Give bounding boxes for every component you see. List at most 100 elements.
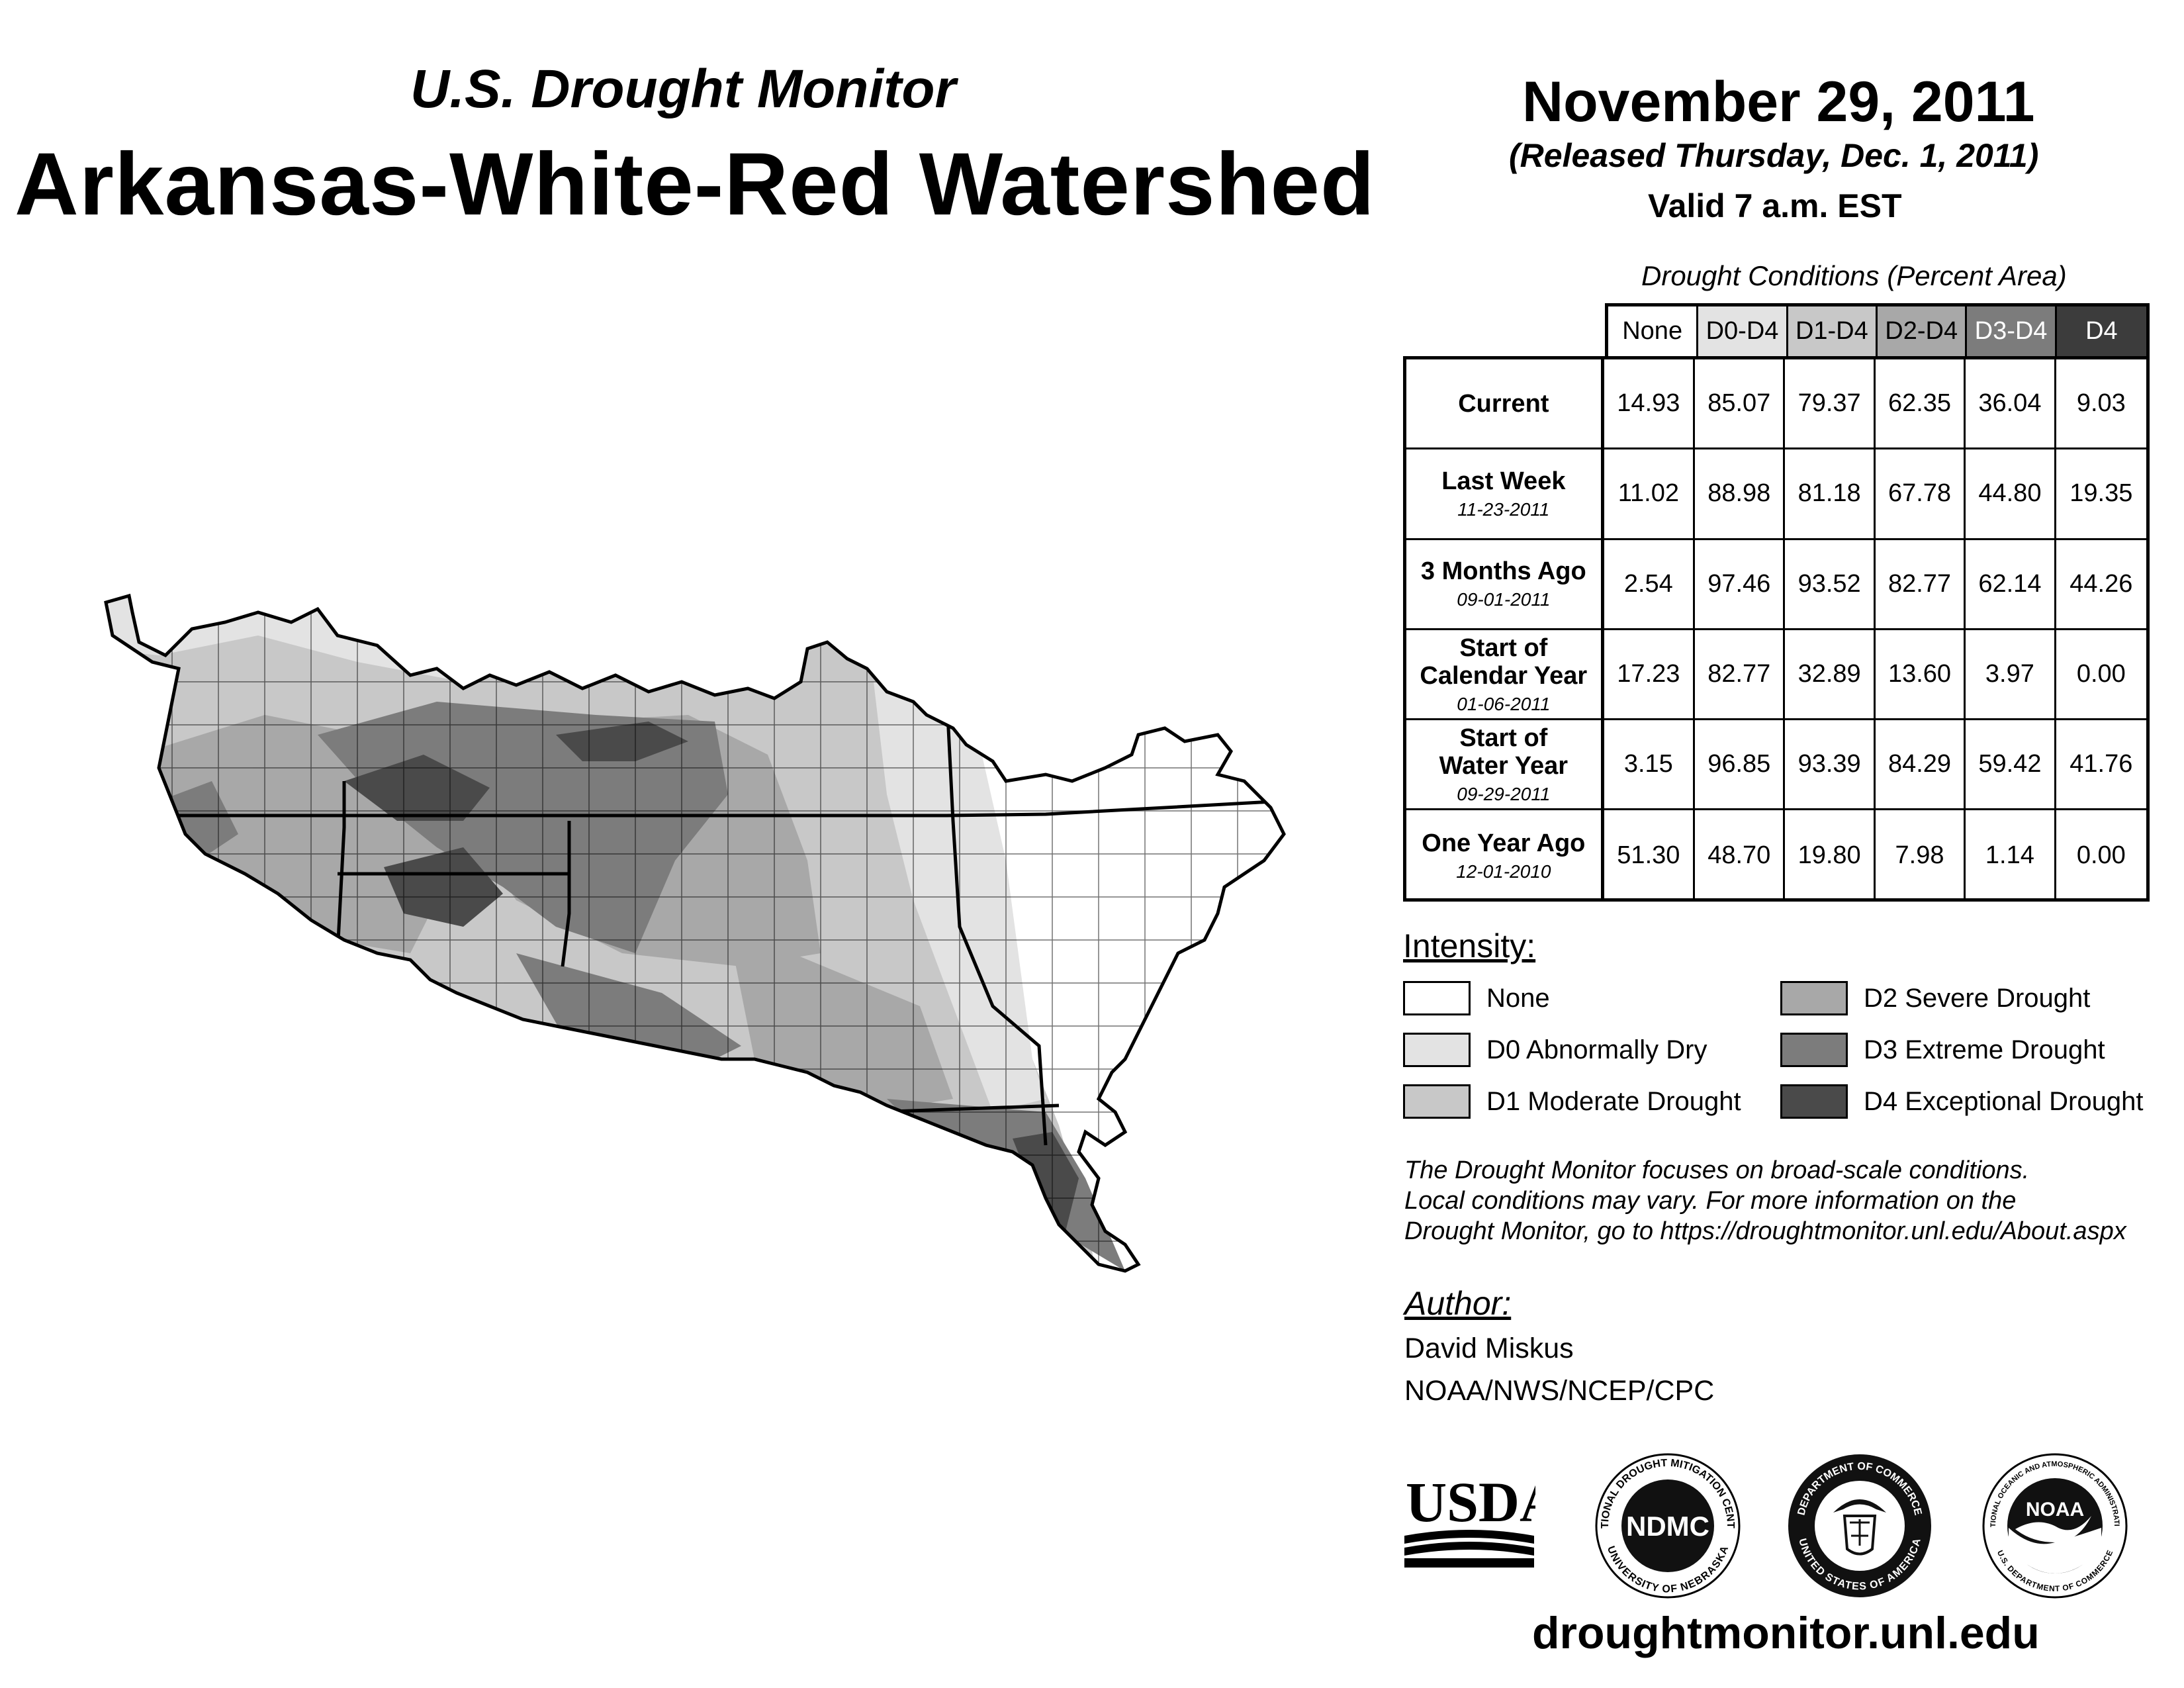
row-label: Current <box>1406 359 1604 448</box>
table-cell: 59.42 <box>1966 720 2056 809</box>
legend-label: D0 Abnormally Dry <box>1486 1035 1707 1064</box>
valid-time: Valid 7 a.m. EST <box>1648 187 1902 224</box>
row-label-text: Start of Water Year <box>1439 724 1568 780</box>
legend-label: D4 Exceptional Drought <box>1864 1086 2144 1116</box>
map-title: Arkansas-White-Red Watershed <box>15 135 1375 234</box>
legend-swatch <box>1780 1084 1848 1119</box>
noaa-logo: NATIONAL OCEANIC AND ATMOSPHERIC ADMINIS… <box>1979 1450 2128 1599</box>
table-cell: 88.98 <box>1695 449 1786 538</box>
table-cell: 17.23 <box>1604 630 1696 719</box>
legend-swatch <box>1403 1084 1471 1119</box>
row-label-text: One Year Ago <box>1422 829 1586 857</box>
legend-swatch <box>1403 1033 1471 1067</box>
table-cell: 41.76 <box>2070 750 2133 778</box>
row-label-text: Current <box>1458 389 1549 418</box>
legend-item-d2: D2 Severe Drought <box>1780 981 2090 1015</box>
legend-title: Intensity: <box>1403 927 1536 964</box>
legend-item-d3: D3 Extreme Drought <box>1780 1033 2105 1067</box>
author-heading: Author: <box>1404 1285 1512 1322</box>
table-cell: 9.03 <box>2076 389 2126 418</box>
department-of-commerce-seal: DEPARTMENT OF COMMERCE UNITED STATES OF … <box>1788 1454 1931 1597</box>
ndmc-logo-text: NDMC <box>1626 1511 1709 1542</box>
table-cell: 79.37 <box>1785 359 1876 448</box>
row-label: Last Week 11-23-2011 <box>1406 449 1604 538</box>
table-cell: 85.07 <box>1695 359 1786 448</box>
watershed-map <box>93 583 1304 1350</box>
col-header-d2-d4: D2-D4 <box>1878 306 1968 356</box>
author-organization: NOAA/NWS/NCEP/CPC <box>1404 1375 1715 1407</box>
table-body: Current 14.93 85.07 79.37 62.35 36.04 9.… <box>1403 356 2150 902</box>
col-header-d0-d4: D0-D4 <box>1698 306 1788 356</box>
table-cell: 2.54 <box>1604 539 1696 628</box>
col-header-d1-d4: D1-D4 <box>1788 306 1878 356</box>
table-cell: 93.39 <box>1785 720 1876 809</box>
website-url[interactable]: droughtmonitor.unl.edu <box>1532 1608 2040 1658</box>
note-line: Drought Monitor, go to https://droughtmo… <box>1404 1217 2126 1245</box>
valid-date: November 29, 2011 <box>1522 70 2035 134</box>
table-row: Last Week 11-23-2011 11.02 88.98 81.18 67… <box>1406 449 2146 540</box>
legend-swatch <box>1403 981 1471 1015</box>
col-header-d4: D4 <box>2056 306 2146 356</box>
legend-item-d0: D0 Abnormally Dry <box>1403 1033 1707 1067</box>
table-cell: 3.97 <box>1966 630 2056 719</box>
legend-label: D2 Severe Drought <box>1864 983 2091 1013</box>
ndmc-logo: NATIONAL DROUGHT MITIGATION CENTER UNIVE… <box>1592 1450 1741 1599</box>
author-name: David Miskus <box>1404 1333 1574 1364</box>
legend-item-none: None <box>1403 981 1550 1015</box>
table-header-row: None D0-D4 D1-D4 D2-D4 D3-D4 D4 <box>1605 303 2150 356</box>
table-cell: 44.26 <box>2070 569 2133 598</box>
table-cell: 19.80 <box>1785 810 1876 901</box>
legend-item-d1: D1 Moderate Drought <box>1403 1084 1741 1119</box>
noaa-logo-text: NOAA <box>2026 1499 2084 1521</box>
row-label-date: 11-23-2011 <box>1457 498 1550 520</box>
table-cell: 48.70 <box>1695 810 1786 901</box>
row-label: One Year Ago 12-01-2010 <box>1406 810 1604 901</box>
table-cell: 13.60 <box>1876 630 1966 719</box>
table-caption: Drought Conditions (Percent Area) <box>1641 260 2067 291</box>
usda-logo: USDA <box>1404 1470 1535 1568</box>
row-label-date: 09-29-2011 <box>1457 783 1551 804</box>
legend-label: D3 Extreme Drought <box>1864 1035 2105 1064</box>
table-row: One Year Ago 12-01-2010 51.30 48.70 19.80… <box>1406 810 2146 901</box>
row-label-text: Last Week <box>1441 467 1566 495</box>
table-cell: 51.30 <box>1604 810 1696 901</box>
col-header-d3-d4: D3-D4 <box>1967 306 2057 356</box>
table-cell: 62.35 <box>1876 359 1966 448</box>
map-subtitle: U.S. Drought Monitor <box>410 59 956 119</box>
table-cell: 81.18 <box>1785 449 1876 538</box>
usda-logo-text: USDA <box>1406 1470 1535 1534</box>
release-date: (Released Thursday, Dec. 1, 2011) <box>1509 137 2039 174</box>
drought-conditions-table: None D0-D4 D1-D4 D2-D4 D3-D4 D4 Current … <box>1403 303 2150 902</box>
legend-swatch <box>1780 1033 1848 1067</box>
table-row: Start of Calendar Year 01-06-2011 17.23 8… <box>1406 630 2146 721</box>
row-label-date: 01-06-2011 <box>1457 693 1551 714</box>
row-label: 3 Months Ago 09-01-2011 <box>1406 539 1604 628</box>
table-cell: 1.14 <box>1966 810 2056 901</box>
table-cell: 82.77 <box>1695 630 1786 719</box>
table-cell: 32.89 <box>1785 630 1876 719</box>
table-cell: 36.04 <box>1966 359 2056 448</box>
table-cell: 0.00 <box>2076 841 2126 870</box>
row-label-date: 09-01-2011 <box>1457 589 1551 610</box>
table-row: Start of Water Year 09-29-2011 3.15 96.85… <box>1406 720 2146 811</box>
table-cell: 14.93 <box>1604 359 1696 448</box>
table-cell: 11.02 <box>1604 449 1696 538</box>
disclaimer-note: The Drought Monitor focuses on broad-sca… <box>1404 1155 2165 1246</box>
table-cell: 19.35 <box>2070 479 2133 508</box>
table-cell: 96.85 <box>1695 720 1786 809</box>
note-line: Local conditions may vary. For more info… <box>1404 1187 2017 1215</box>
legend-item-d4: D4 Exceptional Drought <box>1780 1084 2143 1119</box>
row-label-date: 12-01-2010 <box>1456 861 1551 882</box>
table-row: 3 Months Ago 09-01-2011 2.54 97.46 93.52 … <box>1406 539 2146 630</box>
table-cell: 7.98 <box>1876 810 1966 901</box>
table-cell: 3.15 <box>1604 720 1696 809</box>
table-row: Current 14.93 85.07 79.37 62.35 36.04 9.… <box>1406 359 2146 450</box>
legend-label: None <box>1486 983 1550 1013</box>
legend-swatch <box>1780 981 1848 1015</box>
row-label-text: 3 Months Ago <box>1420 557 1586 586</box>
table-cell: 84.29 <box>1876 720 1966 809</box>
table-cell: 0.00 <box>2076 660 2126 688</box>
col-header-none: None <box>1608 306 1699 356</box>
note-line: The Drought Monitor focuses on broad-sca… <box>1404 1156 2030 1184</box>
table-cell: 97.46 <box>1695 539 1786 628</box>
